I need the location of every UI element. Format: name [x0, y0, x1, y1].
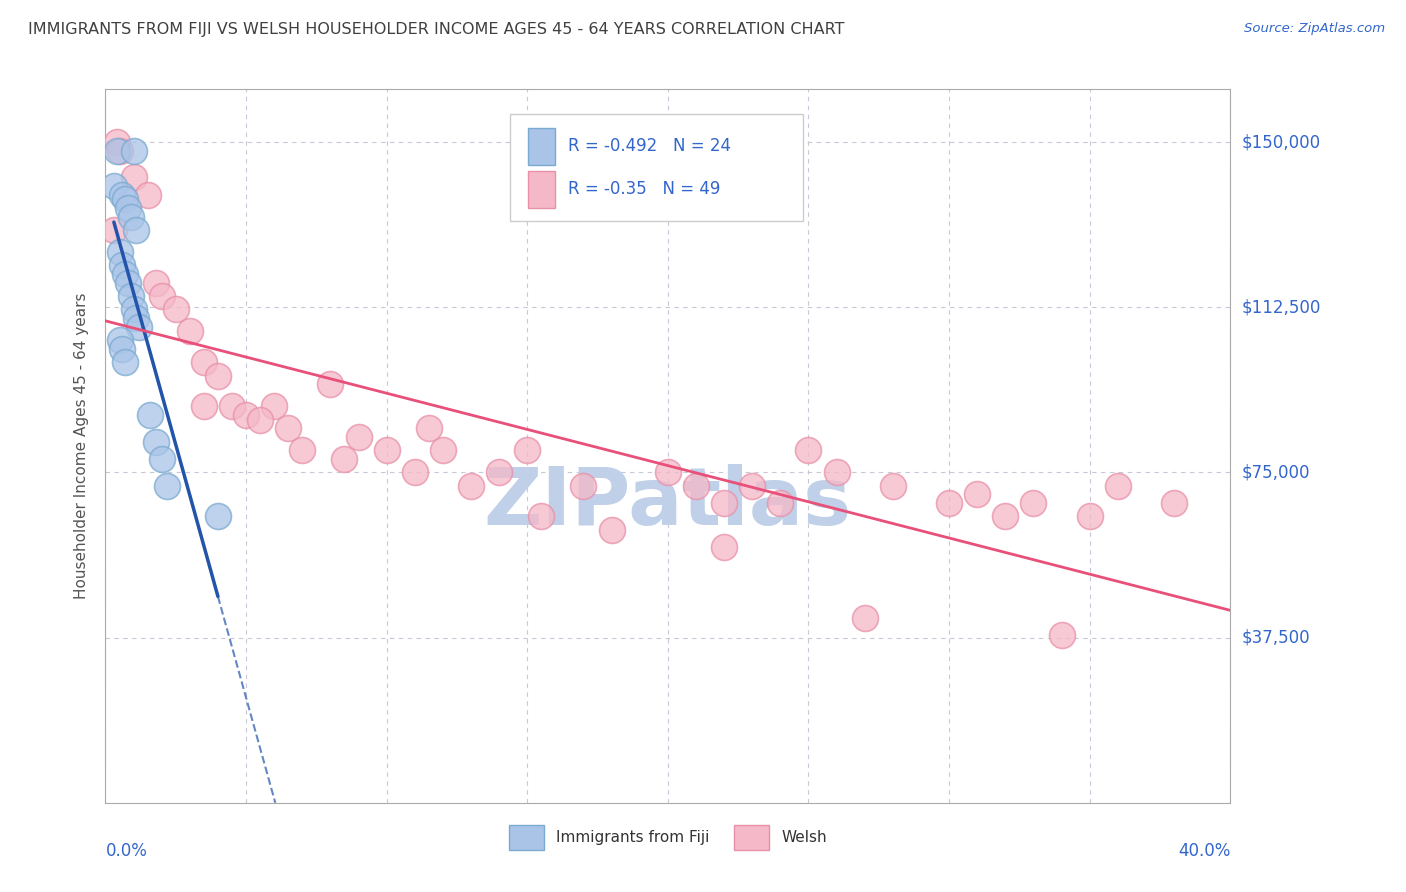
- Point: [1107, 478, 1129, 492]
- Point: [193, 400, 215, 414]
- Point: [111, 259, 134, 273]
- Point: [291, 443, 314, 458]
- Point: [825, 466, 848, 480]
- Point: [1022, 496, 1045, 510]
- FancyBboxPatch shape: [510, 114, 803, 221]
- Point: [488, 466, 510, 480]
- Point: [853, 611, 876, 625]
- Point: [105, 135, 128, 149]
- Point: [145, 434, 167, 449]
- Point: [1078, 509, 1101, 524]
- Point: [103, 179, 125, 194]
- FancyBboxPatch shape: [734, 825, 769, 850]
- Text: $75,000: $75,000: [1241, 464, 1310, 482]
- Text: $37,500: $37,500: [1241, 629, 1310, 647]
- Point: [404, 466, 426, 480]
- Point: [122, 302, 145, 317]
- Y-axis label: Householder Income Ages 45 - 64 years: Householder Income Ages 45 - 64 years: [75, 293, 90, 599]
- Point: [685, 478, 707, 492]
- Text: ZIPatlas: ZIPatlas: [484, 464, 852, 542]
- Point: [741, 478, 763, 492]
- Point: [103, 223, 125, 237]
- Point: [108, 144, 131, 158]
- Point: [114, 355, 136, 369]
- Point: [125, 311, 148, 326]
- Text: Immigrants from Fiji: Immigrants from Fiji: [555, 830, 710, 845]
- Point: [193, 355, 215, 369]
- Point: [516, 443, 538, 458]
- Text: $112,500: $112,500: [1241, 298, 1320, 317]
- Point: [207, 368, 229, 383]
- Point: [114, 192, 136, 206]
- Point: [319, 377, 342, 392]
- Text: R = -0.35   N = 49: R = -0.35 N = 49: [568, 180, 720, 198]
- Point: [432, 443, 454, 458]
- Point: [122, 170, 145, 185]
- Point: [249, 412, 271, 426]
- Point: [938, 496, 960, 510]
- Point: [120, 210, 142, 224]
- Point: [769, 496, 792, 510]
- Point: [108, 245, 131, 260]
- Point: [207, 509, 229, 524]
- Point: [128, 320, 150, 334]
- Text: R = -0.492   N = 24: R = -0.492 N = 24: [568, 137, 731, 155]
- Point: [120, 289, 142, 303]
- Point: [966, 487, 988, 501]
- Point: [347, 430, 370, 444]
- Point: [657, 466, 679, 480]
- Point: [117, 276, 139, 290]
- FancyBboxPatch shape: [529, 128, 555, 165]
- Point: [994, 509, 1017, 524]
- Point: [418, 421, 440, 435]
- Text: Welsh: Welsh: [780, 830, 827, 845]
- Point: [375, 443, 398, 458]
- Text: 40.0%: 40.0%: [1178, 842, 1230, 860]
- Point: [136, 188, 159, 202]
- Point: [572, 478, 595, 492]
- Point: [111, 188, 134, 202]
- Point: [114, 267, 136, 281]
- Point: [221, 400, 243, 414]
- Point: [333, 452, 356, 467]
- Point: [125, 223, 148, 237]
- Point: [235, 408, 257, 422]
- Point: [145, 276, 167, 290]
- Point: [713, 496, 735, 510]
- Point: [1050, 628, 1073, 642]
- Point: [460, 478, 482, 492]
- Point: [105, 144, 128, 158]
- Point: [165, 302, 187, 317]
- Point: [179, 325, 201, 339]
- Point: [122, 144, 145, 158]
- Text: $150,000: $150,000: [1241, 133, 1320, 151]
- Point: [139, 408, 162, 422]
- FancyBboxPatch shape: [529, 170, 555, 208]
- Point: [882, 478, 904, 492]
- Point: [156, 478, 179, 492]
- Point: [713, 541, 735, 555]
- Point: [150, 452, 173, 467]
- Text: Source: ZipAtlas.com: Source: ZipAtlas.com: [1244, 22, 1385, 36]
- Point: [600, 523, 623, 537]
- Point: [797, 443, 820, 458]
- Point: [530, 509, 553, 524]
- Point: [111, 342, 134, 356]
- Point: [277, 421, 299, 435]
- Point: [117, 201, 139, 215]
- Text: IMMIGRANTS FROM FIJI VS WELSH HOUSEHOLDER INCOME AGES 45 - 64 YEARS CORRELATION : IMMIGRANTS FROM FIJI VS WELSH HOUSEHOLDE…: [28, 22, 845, 37]
- FancyBboxPatch shape: [509, 825, 544, 850]
- Point: [150, 289, 173, 303]
- Text: 0.0%: 0.0%: [105, 842, 148, 860]
- Point: [108, 333, 131, 347]
- Point: [263, 400, 285, 414]
- Point: [1163, 496, 1185, 510]
